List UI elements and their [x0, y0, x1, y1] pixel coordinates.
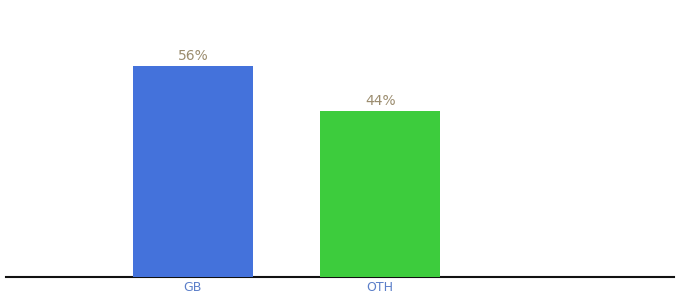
Text: 56%: 56% [177, 49, 208, 63]
Text: 44%: 44% [365, 94, 396, 108]
Bar [133, 66, 253, 277]
Bar [320, 111, 441, 277]
